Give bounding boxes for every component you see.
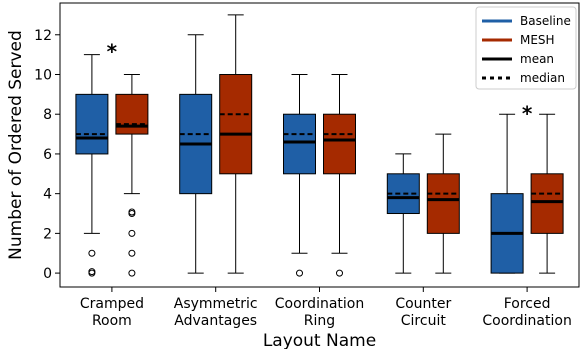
box-mesh-4 bbox=[530, 113, 564, 274]
outlier-point bbox=[336, 269, 343, 277]
box-baseline-2 bbox=[283, 73, 316, 277]
legend-label: mean bbox=[520, 52, 554, 66]
significance-marker: * bbox=[522, 101, 533, 125]
box-mesh-2 bbox=[323, 73, 356, 277]
box-baseline-0 bbox=[75, 54, 109, 277]
plot-area bbox=[75, 14, 564, 277]
y-tick-label: 12 bbox=[34, 28, 52, 44]
outlier-point bbox=[88, 268, 96, 276]
legend: Baseline MESH mean median bbox=[475, 6, 577, 90]
significance-marker: * bbox=[107, 40, 118, 64]
legend-item-median: median bbox=[482, 71, 565, 85]
x-tick-label: Asymmetric Advantages bbox=[174, 296, 258, 329]
box-body bbox=[219, 73, 253, 175]
y-tick-label: 8 bbox=[43, 107, 52, 123]
box-body bbox=[283, 113, 316, 175]
legend-box bbox=[475, 6, 577, 90]
legend-item-Baseline: Baseline bbox=[482, 14, 571, 28]
y-axis-title: Number of Ordered Served bbox=[6, 30, 26, 260]
outlier-point bbox=[296, 269, 303, 277]
annotations: ** bbox=[107, 40, 533, 126]
x-tick-label: Counter Circuit bbox=[395, 296, 451, 329]
box-body bbox=[426, 173, 460, 234]
box-body bbox=[75, 93, 109, 155]
box-body bbox=[323, 113, 356, 175]
y-axis: 0 2 4 6 8 10 12 bbox=[34, 28, 60, 282]
y-tick-label: 0 bbox=[43, 266, 52, 282]
legend-label: median bbox=[520, 71, 565, 85]
box-baseline-1 bbox=[179, 34, 213, 274]
legend-label: MESH bbox=[520, 33, 555, 47]
y-tick-label: 2 bbox=[43, 226, 52, 242]
box-mesh-3 bbox=[426, 133, 460, 274]
y-tick-label: 10 bbox=[34, 67, 52, 83]
legend-item-MESH: MESH bbox=[482, 33, 555, 47]
legend-label: Baseline bbox=[520, 14, 571, 28]
x-axis-title: Layout Name bbox=[263, 331, 376, 349]
y-tick-label: 6 bbox=[43, 147, 52, 163]
outlier-point bbox=[128, 229, 136, 237]
x-tick-label: Cramped Room bbox=[80, 296, 144, 329]
y-tick-label: 4 bbox=[43, 187, 52, 203]
outlier-point bbox=[128, 208, 136, 216]
x-tick-label: Forced Coordination bbox=[482, 296, 571, 329]
box-body bbox=[115, 93, 149, 135]
outlier-point bbox=[128, 269, 136, 277]
box-mesh-1 bbox=[219, 14, 253, 274]
box-baseline-4 bbox=[490, 113, 524, 274]
outlier-point bbox=[88, 249, 96, 257]
outlier-point bbox=[128, 249, 136, 257]
box-mesh-0 bbox=[115, 73, 149, 277]
x-tick-label: Coordination Ring bbox=[275, 296, 364, 329]
box-body bbox=[530, 173, 564, 234]
legend-item-mean: mean bbox=[482, 52, 554, 66]
box-baseline-3 bbox=[386, 153, 420, 274]
x-axis: Cramped Room Asymmetric Advantages Coordinat… bbox=[80, 287, 572, 329]
